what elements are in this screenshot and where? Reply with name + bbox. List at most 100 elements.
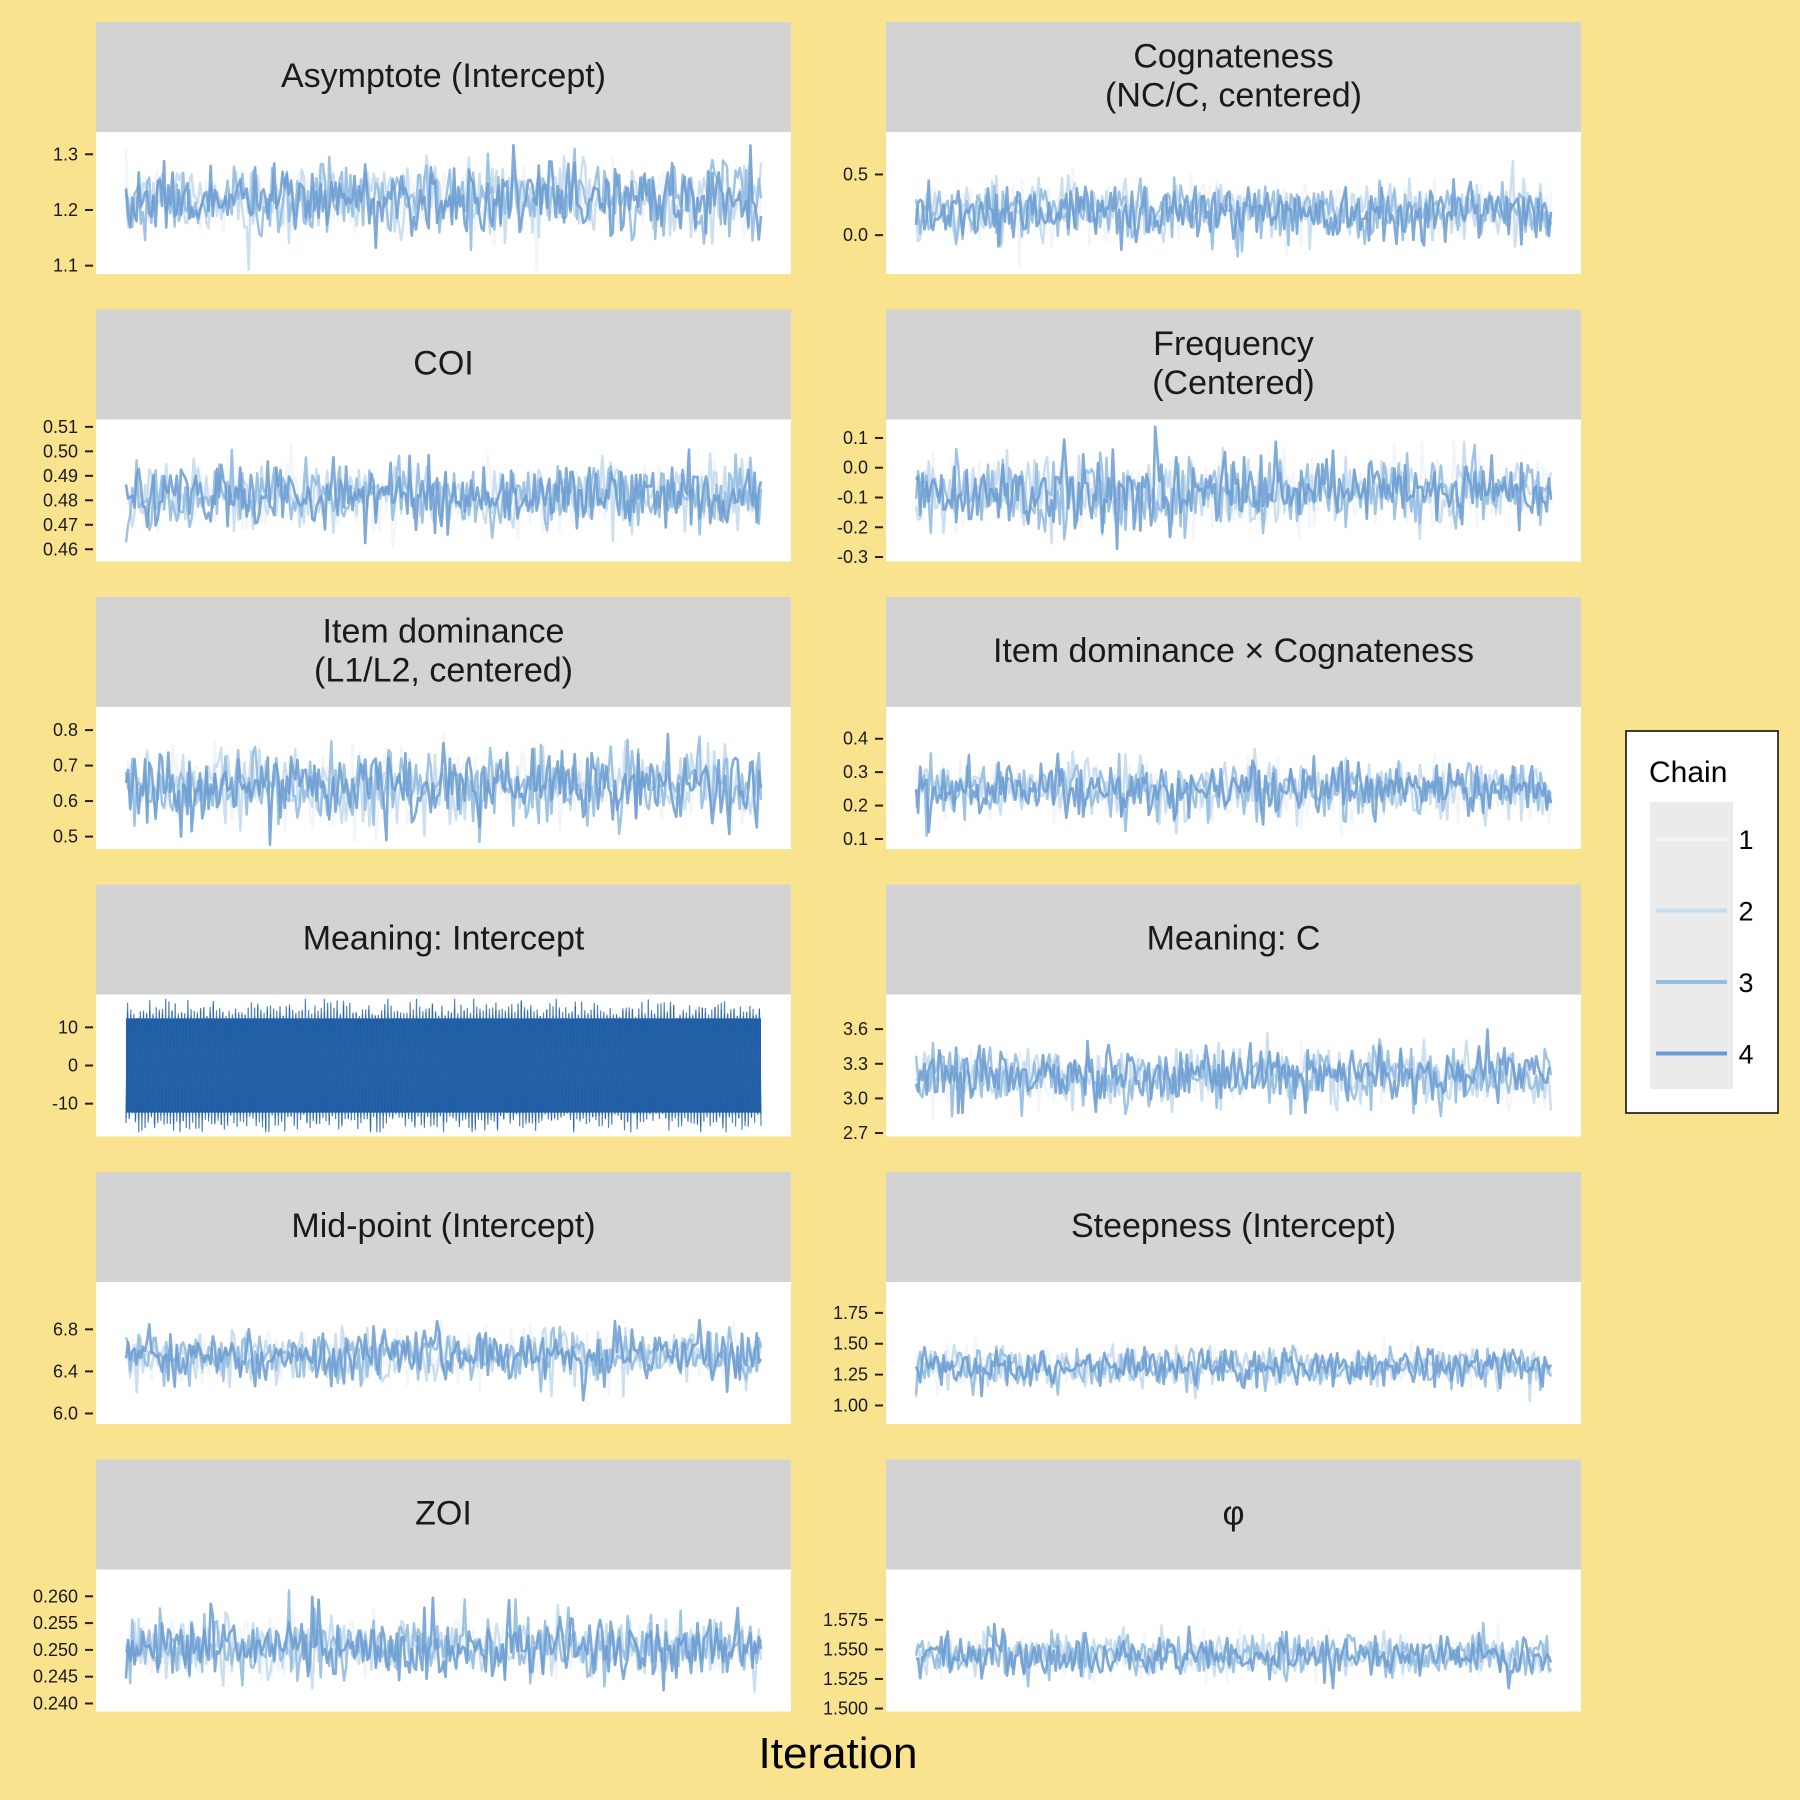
y-tick-label: 0.49 [43, 466, 78, 486]
legend: Chain 1 2 3 4 [1625, 730, 1779, 1114]
trace-chain-2 [125, 1325, 763, 1398]
legend-title: Chain [1649, 756, 1727, 789]
y-tick-label: 0 [68, 1056, 78, 1076]
y-tick-label: -0.1 [837, 487, 868, 507]
panel-title: COI [413, 345, 473, 383]
trace-chain-4 [914, 178, 1553, 252]
y-tick-label: 0.6 [53, 791, 78, 811]
y-tick-label: 0.5 [53, 827, 78, 847]
panel-title: Mid-point (Intercept) [291, 1207, 595, 1245]
panel-title: Asymptote (Intercept) [281, 57, 606, 95]
legend-label-chain-2: 2 [1738, 897, 1753, 927]
trace-chain-4 [124, 1318, 763, 1402]
y-tick-label: 1.00 [833, 1395, 868, 1415]
trace-chain-4 [916, 1622, 1553, 1690]
y-tick-label: 0.245 [33, 1667, 78, 1687]
y-tick-label: 3.3 [843, 1054, 868, 1074]
trace-chain-3 [124, 1589, 763, 1688]
strip-steepness-intercept [886, 1172, 1581, 1282]
y-tick-label: 6.4 [53, 1361, 78, 1381]
panel-title: φ [1222, 1495, 1244, 1533]
panel-title: Meaning: C [1147, 920, 1321, 958]
y-tick-label: 0.8 [53, 720, 78, 740]
strip-meaning-c [886, 884, 1581, 995]
y-tick-label: 0.51 [43, 417, 78, 437]
legend-items: 1 2 3 4 [1656, 825, 1754, 1070]
y-tick-label: 2.7 [843, 1123, 868, 1143]
trace-chain-4 [124, 732, 763, 846]
trace-chain-3 [914, 1621, 1552, 1688]
trace-chain-4 [124, 448, 763, 545]
y-tick-label: 0.2 [843, 796, 868, 816]
y-tick-label: 0.250 [33, 1640, 78, 1660]
panel-title: (NC/C, centered) [1105, 77, 1362, 115]
y-tick-label: 1.25 [833, 1365, 868, 1385]
y-tick-label: 0.0 [843, 225, 868, 245]
panel-coi: COI 0.51 0.50 0.49 0.48 0.47 0.46 [43, 309, 791, 562]
trace-chain-4 [914, 425, 1553, 551]
panel-title: Item dominance [323, 613, 565, 651]
panel-item-dominance-cognateness: Item dominance × Cognateness 0.4 0.3 0.2 0.1 [843, 597, 1581, 849]
trace-chain-4 [914, 1028, 1552, 1115]
trace-chain-4 [124, 143, 763, 250]
strip-asymptote-intercept [96, 22, 791, 132]
trace-chain-2 [914, 747, 1553, 835]
y-tick-label: 3.6 [843, 1019, 868, 1039]
panel-title: Steepness (Intercept) [1071, 1207, 1396, 1245]
y-tick-label: 1.50 [833, 1334, 868, 1354]
legend-key-background [1650, 802, 1733, 1089]
strip-zoi [96, 1459, 791, 1570]
strip-item-dominance-l1-l2-centered [96, 597, 791, 707]
panel-title: Meaning: Intercept [303, 920, 585, 958]
y-tick-label: 10 [58, 1017, 78, 1037]
legend-label-chain-3: 3 [1738, 968, 1753, 998]
panel-title: Item dominance × Cognateness [993, 632, 1474, 670]
y-tick-label: 0.7 [53, 756, 78, 776]
trace-chain-3 [914, 176, 1553, 258]
x-axis-label: Iteration [759, 1729, 918, 1778]
y-tick-label: 6.8 [53, 1319, 78, 1339]
y-tick-label: 0.3 [843, 762, 868, 782]
y-tick-label: 0.1 [843, 428, 868, 448]
y-tick-label: 0.260 [33, 1586, 78, 1606]
y-tick-label: 1.1 [53, 256, 78, 276]
trace-chain-4 [914, 1345, 1553, 1398]
y-tick-label: 0.48 [43, 490, 78, 510]
strip-cognateness-nc-c-centered [886, 22, 1581, 132]
panel-title: (L1/L2, centered) [314, 652, 573, 690]
y-tick-label: 1.2 [53, 200, 78, 220]
legend-label-chain-1: 1 [1738, 825, 1753, 855]
y-tick-label: 1.500 [823, 1699, 868, 1719]
y-tick-label: -10 [52, 1094, 78, 1114]
panel-title: Cognateness [1133, 38, 1333, 76]
strip-meaning-intercept [96, 884, 791, 995]
y-tick-label: 0.47 [43, 515, 78, 535]
panel-cognateness-nc-c-centered: Cognateness(NC/C, centered) 0.5 0.0 [843, 22, 1581, 274]
panel-meaning-c: Meaning: C 3.6 3.3 3.0 2.7 [843, 884, 1581, 1143]
panel-mid-point-intercept: Mid-point (Intercept) 6.8 6.4 6.0 [53, 1172, 791, 1424]
y-tick-label: 6.0 [53, 1403, 78, 1423]
panel-item-dominance-l1-l2-centered: Item dominance(L1/L2, centered) 0.8 0.7 0.6… [53, 597, 791, 849]
legend-label-chain-4: 4 [1738, 1040, 1753, 1070]
y-tick-label: 0.1 [843, 829, 868, 849]
trace-chain-4 [914, 752, 1553, 834]
y-tick-label: 1.525 [823, 1669, 868, 1689]
trace-chain-4 [124, 1595, 763, 1692]
panel-phi: φ 1.575 1.550 1.525 1.500 [823, 1459, 1581, 1719]
panel-title: Frequency [1153, 325, 1314, 363]
y-tick-label: 1.550 [823, 1639, 868, 1659]
strip-coi [96, 309, 791, 420]
y-tick-label: 0.255 [33, 1613, 78, 1633]
panel-zoi: ZOI 0.260 0.255 0.250 0.245 0.240 [33, 1459, 791, 1713]
y-tick-label: 3.0 [843, 1088, 868, 1108]
panel-steepness-intercept: Steepness (Intercept) 1.75 1.50 1.25 1.00 [833, 1172, 1581, 1424]
y-tick-label: 0.50 [43, 441, 78, 461]
panel-frequency-centered: Frequency(Centered) 0.1 0.0 -0.1 -0.2 -0.3 [837, 309, 1581, 567]
panel-title: (Centered) [1152, 364, 1315, 402]
panel-meaning-intercept: Meaning: Intercept 10 0 -10 [52, 884, 791, 1137]
y-tick-label: -0.2 [837, 517, 868, 537]
trace-chain-2 [914, 159, 1553, 251]
trace-chain-3 [914, 1344, 1552, 1396]
strip-mid-point-intercept [96, 1172, 791, 1282]
